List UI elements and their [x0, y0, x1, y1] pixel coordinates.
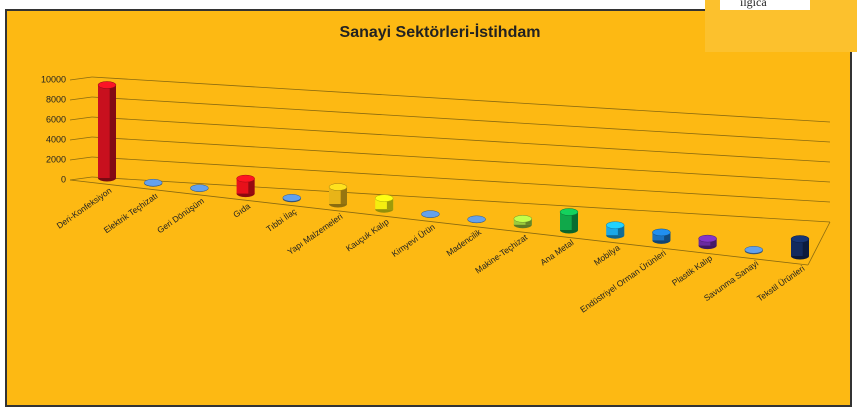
bar-top — [329, 184, 347, 191]
y-tick-label: 0 — [61, 174, 66, 184]
bar-top — [514, 215, 532, 222]
bar-top — [237, 175, 255, 182]
chart-title: Sanayi Sektörleri-İstihdam — [340, 23, 541, 41]
y-tick-label: 8000 — [46, 94, 66, 104]
y-tick-label: 4000 — [46, 134, 66, 144]
bar-shade — [110, 85, 116, 178]
bar-top — [421, 211, 439, 218]
y-tick-label: 10000 — [41, 74, 66, 84]
bar-top — [745, 246, 763, 253]
corner-text: ilgıca — [740, 0, 767, 9]
y-tick-label: 2000 — [46, 154, 66, 164]
bar-top — [375, 195, 393, 202]
bar-top — [283, 194, 301, 201]
bar-top — [98, 82, 116, 89]
y-tick-label: 6000 — [46, 114, 66, 124]
bar-top — [652, 229, 670, 236]
bar-top — [699, 235, 717, 242]
bar-top — [791, 236, 809, 243]
bar-top — [606, 222, 624, 229]
bar-top — [560, 209, 578, 216]
bar-top — [468, 216, 486, 223]
bar-top — [144, 179, 162, 186]
bar-top — [190, 185, 208, 192]
